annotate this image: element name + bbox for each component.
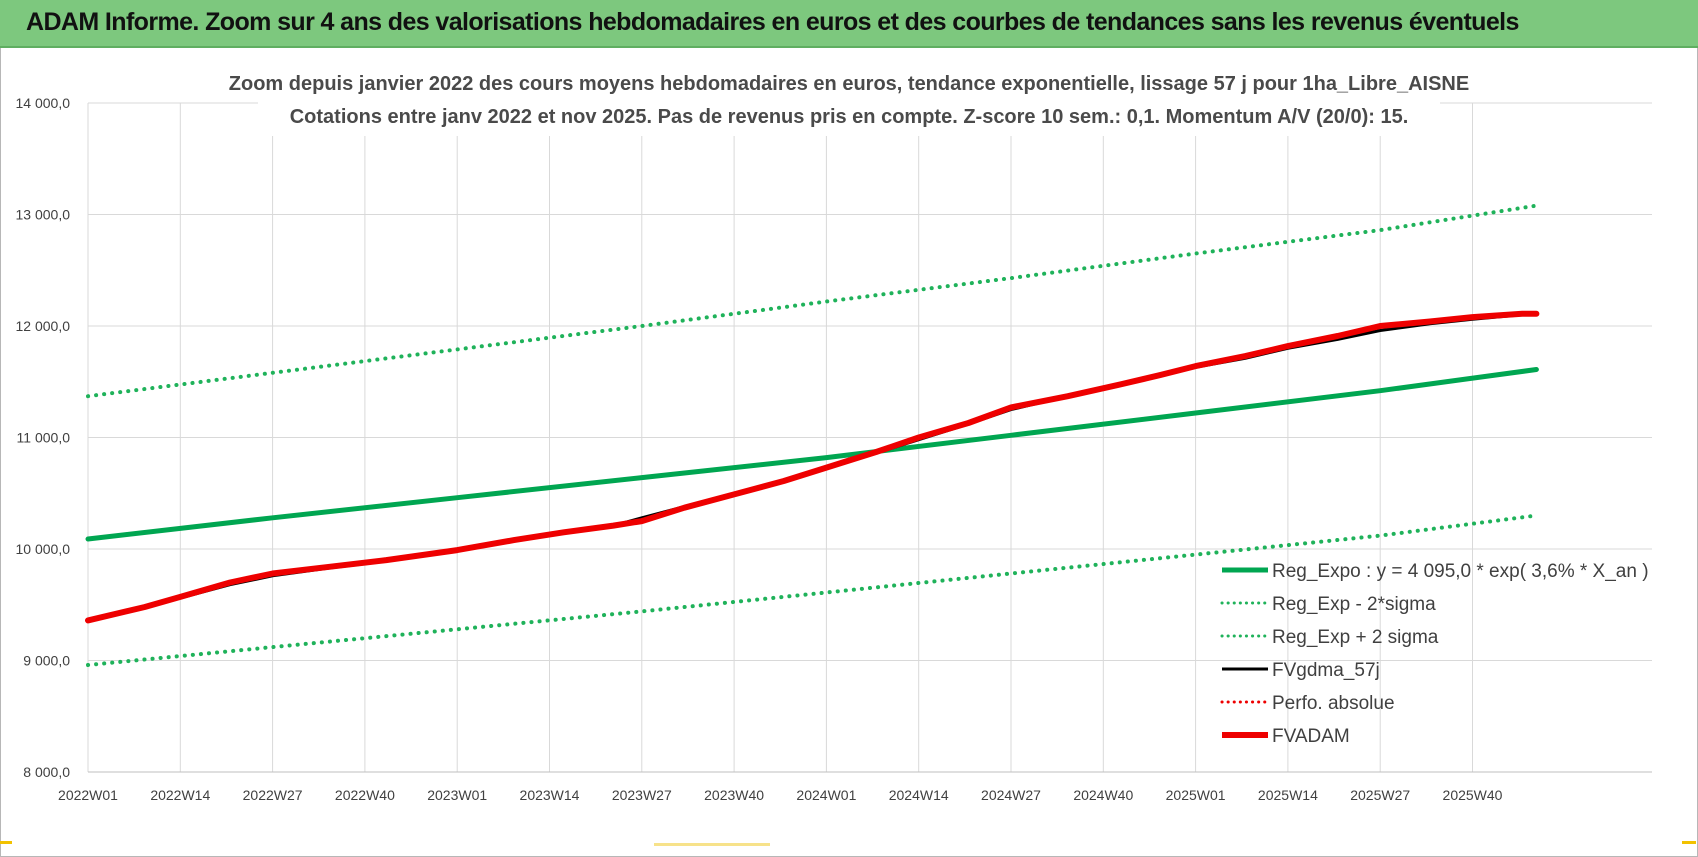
chart-series — [85, 203, 1540, 667]
x-tick-label: 2024W01 — [796, 787, 856, 803]
series-line-reg-expo-y-4-095-0-exp-3-6-x-an — [85, 367, 1539, 542]
corner-accent-right — [1682, 841, 1696, 844]
x-tick-label: 2022W14 — [150, 787, 210, 803]
x-tick-label: 2022W01 — [58, 787, 118, 803]
legend-label: FVgdma_57j — [1272, 660, 1380, 681]
chart-title-bg — [258, 66, 1440, 136]
x-tick-label: 2022W27 — [243, 787, 303, 803]
chart-title-line2: Cotations entre janv 2022 et nov 2025. P… — [290, 106, 1409, 128]
x-tick-label: 2024W27 — [981, 787, 1041, 803]
y-axis-ticks: 8 000,0 9 000,0 10 000,0 11 000,0 12 000,0 13… — [16, 95, 71, 780]
y-tick-label: 11 000,0 — [17, 430, 71, 446]
series-line-fvadam — [85, 310, 1540, 624]
x-axis-ticks: 2022W01 2022W14 2022W27 2022W40 2023W01 2023W… — [58, 787, 1503, 803]
chart-grid — [87, 102, 1652, 773]
x-tick-label: 2023W27 — [612, 787, 672, 803]
x-tick-label: 2023W01 — [427, 787, 487, 803]
legend-label: Reg_Expo : y = 4 095,0 * exp( 3,6% * X_a… — [1272, 561, 1649, 582]
y-tick-label: 12 000,0 — [16, 318, 71, 334]
bottom-accent — [654, 843, 770, 846]
y-tick-label: 14 000,0 — [16, 95, 71, 111]
banner-title: ADAM Informe. Zoom sur 4 ans des valoris… — [26, 8, 1519, 36]
x-tick-label: 2024W40 — [1073, 787, 1133, 803]
legend-label: Reg_Exp - 2*sigma — [1272, 594, 1436, 615]
x-tick-label: 2025W27 — [1350, 787, 1410, 803]
x-tick-label: 2025W40 — [1443, 787, 1503, 803]
line-chart: 8 000,0 9 000,0 10 000,0 11 000,0 12 000,0 13… — [0, 66, 1696, 846]
y-tick-label: 8 000,0 — [23, 764, 70, 780]
x-tick-label: 2023W40 — [704, 787, 764, 803]
corner-accent-left — [0, 841, 12, 844]
chart-title-line1: Zoom depuis janvier 2022 des cours moyen… — [229, 73, 1469, 95]
legend-label: Perfo. absolue — [1272, 693, 1395, 714]
series-line-reg-exp-2-sigma — [86, 203, 1539, 399]
x-tick-label: 2024W14 — [889, 787, 949, 803]
x-tick-label: 2022W40 — [335, 787, 395, 803]
x-tick-label: 2023W14 — [520, 787, 580, 803]
x-tick-label: 2025W14 — [1258, 787, 1318, 803]
report-banner: ADAM Informe. Zoom sur 4 ans des valoris… — [0, 0, 1698, 48]
y-tick-label: 13 000,0 — [16, 207, 71, 223]
chart-legend: Reg_Expo : y = 4 095,0 * exp( 3,6% * X_a… — [1220, 561, 1649, 747]
x-tick-label: 2025W01 — [1166, 787, 1226, 803]
y-tick-label: 9 000,0 — [23, 653, 70, 669]
legend-label: Reg_Exp + 2 sigma — [1272, 627, 1439, 648]
legend-label: FVADAM — [1272, 726, 1350, 747]
y-tick-label: 10 000,0 — [16, 541, 71, 557]
